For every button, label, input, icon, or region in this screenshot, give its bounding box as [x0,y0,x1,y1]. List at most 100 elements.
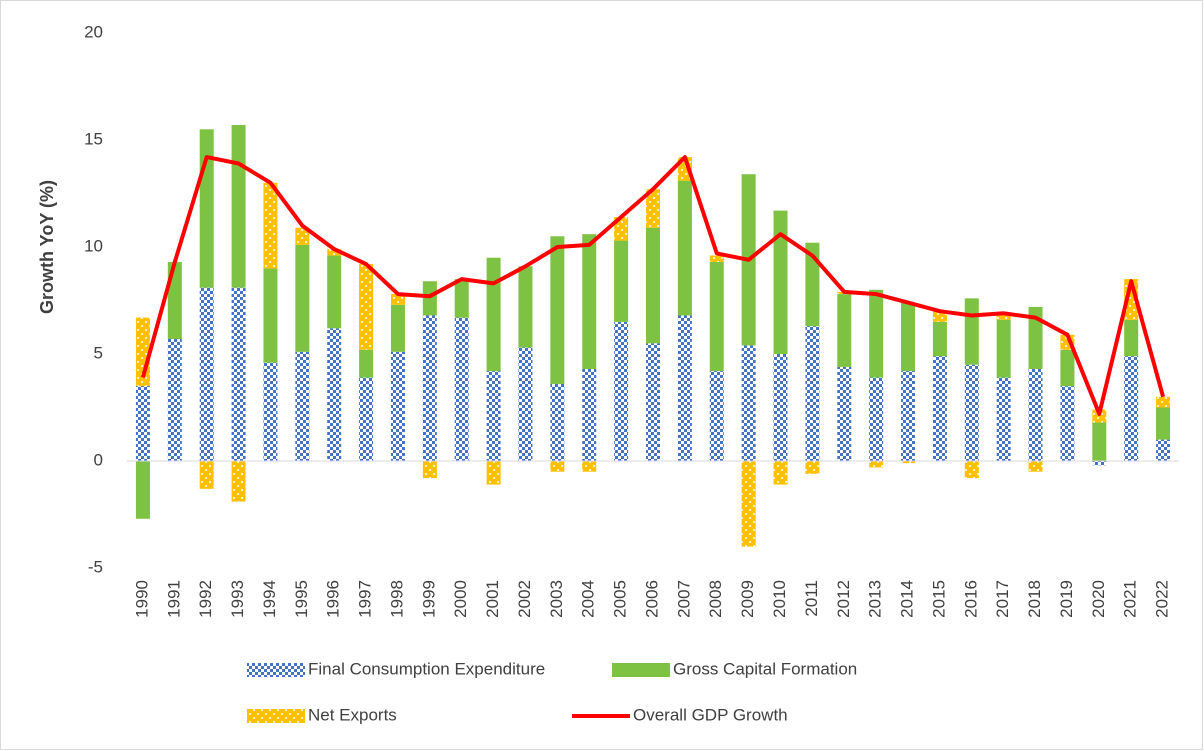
bar-segment [390,351,405,461]
y-tick-label: -5 [88,557,103,576]
bar-segment [327,249,342,256]
bar-segment [454,317,469,461]
bar-segment [263,268,278,363]
x-tick-label: 2003 [547,580,566,618]
x-tick-label: 1993 [228,580,247,618]
bar-segment [741,461,756,547]
x-tick-label: 2002 [515,580,534,618]
bar-segment [869,461,884,468]
bar-segment [199,129,214,288]
bar-segment [709,255,724,262]
bar-segment [901,461,916,464]
legend-swatch [247,709,305,723]
x-tick-label: 2020 [1089,580,1108,618]
bar-segment [486,371,501,461]
bar-segment [646,189,660,228]
bar-segment [996,377,1011,461]
bar-segment [901,371,916,461]
y-tick-label: 5 [94,343,103,362]
bar-segment [135,386,150,461]
bar-segment [199,287,214,461]
bar-segment [295,351,310,461]
bar-segment [1060,349,1075,387]
bar-segment [1124,319,1139,357]
x-tick-label: 1992 [196,580,215,618]
bar-segment [646,227,660,344]
bar-segment [359,377,374,461]
x-tick-label: 2016 [961,580,980,618]
x-tick-label: 1994 [260,580,279,618]
bar-segment [805,242,820,327]
x-tick-label: 2000 [451,580,470,618]
bar-segment [805,461,820,474]
bar-segment [709,261,724,372]
bar-segment [422,461,437,479]
bar-segment [390,304,405,352]
x-tick-label: 2007 [674,580,693,618]
bar-segment [741,345,756,461]
x-tick-label: 2015 [929,580,948,618]
bar-segment [263,182,278,269]
bar-segment [773,461,788,485]
bar-segment [199,461,214,489]
x-tick-label: 2006 [642,580,661,618]
legend-label: Gross Capital Formation [673,659,857,678]
bar-segment [932,356,947,461]
x-tick-label: 2019 [1057,580,1076,618]
bar-segment [550,461,565,472]
bar-segment [773,354,788,461]
x-tick-label: 2008 [706,580,725,618]
bar-segment [869,377,884,461]
legend-label: Final Consumption Expenditure [308,659,545,678]
x-tick-label: 2009 [738,580,757,618]
x-tick-label: 2004 [579,580,598,618]
x-tick-label: 1999 [419,580,438,618]
bar-segment [1092,422,1107,461]
bar-segment [1124,356,1139,461]
legend-label: Net Exports [308,705,397,724]
y-tick-label: 10 [84,236,103,255]
bar-segment [964,364,979,461]
bar-segment [1028,306,1043,369]
bar-segment [454,279,469,318]
bar-segment [518,347,533,461]
x-tick-label: 2022 [1153,580,1172,618]
bar-segment [486,461,501,485]
bar-segment [1092,409,1107,423]
bar-segment [231,125,246,288]
x-tick-label: 2005 [611,580,630,618]
x-tick-label: 1996 [324,580,343,618]
y-tick-label: 20 [84,22,103,41]
bar-segment [582,461,597,472]
bar-segment [263,362,278,461]
bar-segment [550,383,565,461]
bar-segment [327,328,342,461]
bar-segment [1060,386,1075,461]
x-tick-label: 2017 [993,580,1012,618]
x-tick-label: 2011 [802,580,821,617]
bar-segment [964,298,979,365]
bar-segment [295,244,310,352]
bar-segment [1156,439,1171,461]
x-tick-label: 2012 [834,580,853,618]
bar-segment [135,461,150,519]
bar-segment [582,234,597,369]
bar-segment [1092,461,1107,466]
bar-segment [614,321,629,461]
x-tick-label: 1990 [132,580,151,618]
bar-segment [964,461,979,479]
x-tick-label: 2010 [770,580,789,618]
bar-segment [932,311,947,322]
bar-segment [1028,368,1043,461]
x-tick-label: 2018 [1025,580,1044,618]
bar-segment [518,266,533,348]
x-tick-label: 1991 [164,580,183,618]
bar-segment [422,281,437,316]
legend-swatch [612,663,670,677]
x-tick-label: 1998 [387,580,406,618]
bar-segment [614,217,629,241]
bar-segment [677,180,692,316]
bar-segment [486,257,501,372]
